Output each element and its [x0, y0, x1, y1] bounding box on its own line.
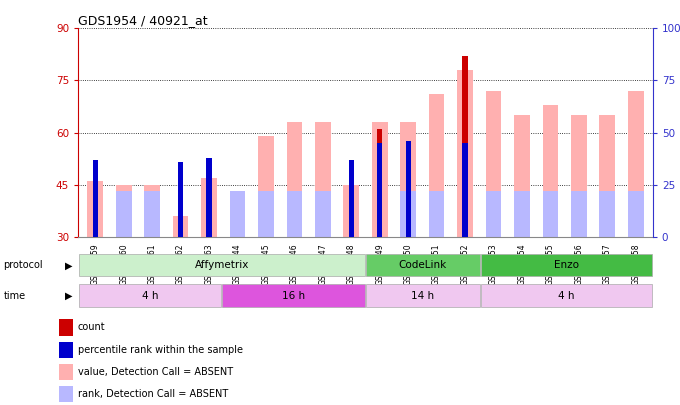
Bar — [315, 122, 330, 237]
Bar — [401, 122, 416, 237]
Bar — [366, 254, 480, 277]
Bar — [230, 191, 245, 237]
Bar — [144, 191, 160, 237]
Bar — [377, 129, 382, 237]
Bar — [377, 143, 382, 237]
Bar — [543, 105, 558, 237]
Text: CodeLink: CodeLink — [399, 260, 447, 270]
Bar — [178, 220, 183, 237]
Text: count: count — [78, 322, 105, 333]
Bar — [59, 320, 73, 335]
Bar — [116, 191, 131, 237]
Bar — [222, 284, 365, 307]
Text: ▶: ▶ — [65, 260, 72, 270]
Text: value, Detection Call = ABSENT: value, Detection Call = ABSENT — [78, 367, 233, 377]
Bar — [514, 115, 530, 237]
Bar — [462, 56, 468, 237]
Bar — [628, 191, 643, 237]
Bar — [429, 94, 445, 237]
Bar — [286, 122, 302, 237]
Bar — [207, 158, 211, 237]
Bar — [59, 386, 73, 402]
Text: 14 h: 14 h — [411, 291, 435, 301]
Bar — [178, 162, 183, 237]
Text: protocol: protocol — [3, 260, 43, 270]
Bar — [144, 185, 160, 237]
Bar — [79, 254, 365, 277]
Bar — [79, 284, 221, 307]
Bar — [201, 178, 217, 237]
Bar — [173, 216, 188, 237]
Bar — [543, 191, 558, 237]
Bar — [628, 91, 643, 237]
Bar — [429, 191, 445, 237]
Text: 4 h: 4 h — [558, 291, 575, 301]
Bar — [343, 185, 359, 237]
Text: Enzo: Enzo — [554, 260, 579, 270]
Bar — [481, 284, 652, 307]
Bar — [600, 191, 615, 237]
Text: time: time — [3, 291, 26, 301]
Bar — [462, 143, 468, 237]
Bar — [600, 115, 615, 237]
Text: rank, Detection Call = ABSENT: rank, Detection Call = ABSENT — [78, 389, 228, 399]
Bar — [366, 284, 480, 307]
Bar — [571, 191, 587, 237]
Bar — [258, 136, 274, 237]
Text: ▶: ▶ — [65, 291, 72, 301]
Bar — [315, 191, 330, 237]
Bar — [116, 185, 131, 237]
Bar — [486, 191, 501, 237]
Bar — [571, 115, 587, 237]
Bar — [230, 213, 245, 237]
Bar — [401, 191, 416, 237]
Text: 4 h: 4 h — [141, 291, 158, 301]
Bar — [481, 254, 652, 277]
Bar — [457, 70, 473, 237]
Bar — [349, 185, 354, 237]
Bar — [286, 191, 302, 237]
Bar — [258, 191, 274, 237]
Bar — [372, 122, 388, 237]
Bar — [92, 160, 98, 237]
Text: GDS1954 / 40921_at: GDS1954 / 40921_at — [78, 14, 208, 27]
Text: 16 h: 16 h — [282, 291, 305, 301]
Text: Affymetrix: Affymetrix — [194, 260, 249, 270]
Bar — [59, 342, 73, 358]
Bar — [405, 141, 411, 237]
Bar — [59, 364, 73, 380]
Bar — [88, 181, 103, 237]
Bar — [514, 191, 530, 237]
Bar — [92, 181, 98, 237]
Text: percentile rank within the sample: percentile rank within the sample — [78, 345, 243, 355]
Bar — [486, 91, 501, 237]
Bar — [207, 178, 211, 237]
Bar — [349, 160, 354, 237]
